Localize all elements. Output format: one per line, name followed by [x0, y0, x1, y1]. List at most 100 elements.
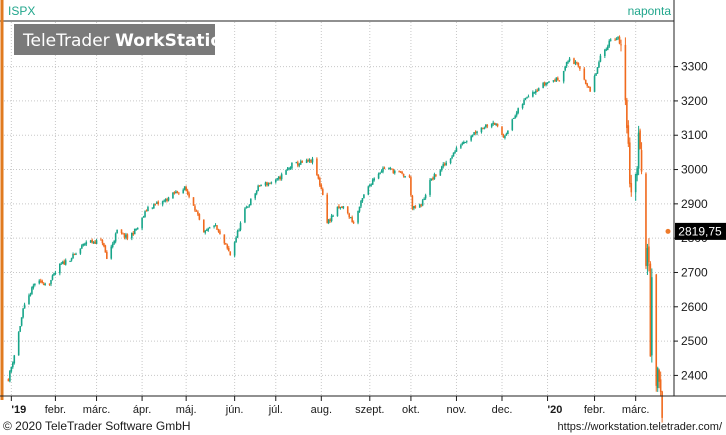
candle-down: [408, 175, 411, 177]
time-tick-label: júl.: [268, 404, 283, 416]
candle-up: [136, 227, 139, 230]
candle-down: [443, 163, 446, 165]
candle-up: [89, 240, 92, 243]
candle-up: [142, 216, 145, 218]
candle-up: [595, 73, 597, 76]
candle-down: [341, 206, 343, 208]
candle-down: [122, 233, 124, 235]
candle-down: [399, 171, 402, 173]
candle-down: [319, 178, 321, 186]
copyright-text: © 2020 TeleTrader Software GmbH: [3, 419, 191, 433]
source-url[interactable]: https://workstation.teletrader.com/: [558, 421, 723, 433]
candle-up: [53, 273, 55, 276]
candle-up: [125, 234, 127, 238]
last-price-tag: 2819,75: [675, 222, 726, 240]
candle-up: [492, 122, 494, 124]
time-tick-label: márc.: [83, 404, 111, 416]
candle-up: [555, 77, 558, 82]
candle-up: [264, 182, 267, 186]
candle-down: [219, 231, 221, 235]
candle-up: [608, 40, 611, 47]
candle-down: [321, 189, 324, 195]
candle-up: [471, 135, 474, 137]
candle-up: [368, 184, 371, 186]
candle-up: [423, 198, 425, 200]
price-tick-label: 3000: [681, 163, 708, 177]
candle-up: [175, 191, 177, 194]
candle-down: [39, 280, 42, 282]
candle-up: [526, 97, 528, 99]
candle-down: [176, 191, 179, 193]
candle-up: [131, 232, 133, 239]
last-price-value: 2819,75: [678, 224, 722, 238]
candle-up: [69, 260, 71, 262]
candle-down: [154, 203, 157, 205]
candle-down: [279, 176, 281, 179]
price-tick-label: 2400: [681, 368, 708, 382]
candle-up: [483, 127, 486, 129]
candle-up: [205, 229, 208, 231]
candle-up: [523, 99, 525, 105]
candle-down: [198, 214, 201, 220]
candle-down: [132, 233, 135, 235]
candle-up: [564, 66, 566, 71]
time-tick-label: '20: [548, 404, 563, 416]
candle-down: [329, 219, 331, 221]
candle-up: [380, 171, 383, 173]
time-tick-label: szept.: [355, 404, 384, 416]
candle-up: [299, 161, 302, 165]
candle-up: [451, 156, 453, 159]
candle-down: [482, 127, 484, 129]
candle-up: [285, 170, 287, 175]
price-tick-label: 2500: [681, 334, 708, 348]
candle-up: [248, 205, 251, 207]
candle-up: [615, 38, 618, 41]
candle-down: [42, 283, 45, 285]
candle-down: [229, 251, 232, 256]
candle-up: [433, 174, 436, 180]
candle-up: [114, 233, 117, 242]
candle-down: [586, 83, 589, 86]
candle-down: [320, 184, 323, 190]
candle-down: [217, 229, 220, 232]
candle-up: [512, 117, 515, 119]
candle-up: [247, 206, 249, 208]
candle-down: [346, 206, 349, 214]
candle-down: [627, 125, 630, 144]
candle-down: [223, 234, 226, 244]
candle-up: [29, 294, 32, 296]
candle-up: [567, 61, 569, 63]
price-tick-label: 3300: [681, 60, 708, 74]
candle-series: [7, 35, 663, 423]
candle-down: [432, 177, 434, 180]
candle-up: [382, 167, 384, 172]
time-tick-label: '19: [11, 404, 26, 416]
candle-up: [342, 206, 345, 209]
interval-label[interactable]: naponta: [628, 4, 672, 18]
candle-down: [94, 241, 96, 244]
candle-up: [445, 162, 447, 165]
candle-up: [361, 198, 364, 202]
candle-down: [502, 135, 505, 138]
candle-up: [339, 206, 342, 209]
candle-up: [257, 185, 259, 191]
candle-up: [172, 192, 174, 199]
candle-down: [145, 210, 148, 212]
candle-up: [276, 178, 279, 180]
candle-up: [305, 160, 308, 163]
candle-up: [244, 208, 246, 223]
candle-up: [51, 275, 54, 280]
candle-up: [75, 253, 77, 255]
candle-up: [207, 228, 209, 231]
candle-down: [185, 186, 187, 191]
candle-down: [543, 82, 546, 85]
candle-down: [316, 158, 318, 175]
last-price-marker: [665, 228, 671, 234]
candle-up: [111, 243, 114, 248]
candle-up: [455, 147, 458, 152]
candle-up: [545, 83, 547, 86]
candle-down: [348, 213, 351, 218]
candle-down: [123, 234, 126, 238]
